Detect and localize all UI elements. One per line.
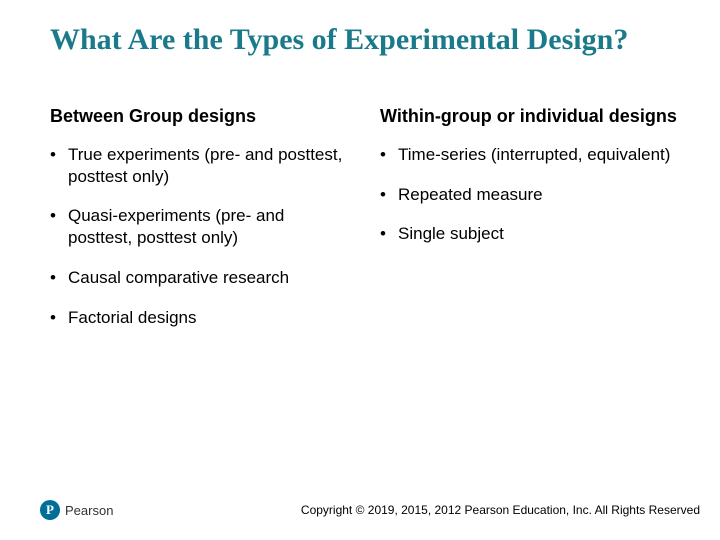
list-item: True experiments (pre- and posttest, pos…: [50, 144, 350, 188]
logo-text: Pearson: [65, 503, 113, 518]
left-heading: Between Group designs: [50, 105, 350, 128]
list-item: Single subject: [380, 223, 680, 245]
logo-mark-icon: P: [40, 500, 60, 520]
content-columns: Between Group designs True experiments (…: [50, 105, 680, 346]
pearson-logo: P Pearson: [40, 500, 113, 520]
left-column: Between Group designs True experiments (…: [50, 105, 350, 346]
list-item: Repeated measure: [380, 184, 680, 206]
right-column: Within-group or individual designs Time-…: [380, 105, 680, 346]
left-bullets: True experiments (pre- and posttest, pos…: [50, 144, 350, 329]
right-heading: Within-group or individual designs: [380, 105, 680, 128]
slide: What Are the Types of Experimental Desig…: [0, 0, 720, 540]
list-item: Time-series (interrupted, equivalent): [380, 144, 680, 166]
page-title: What Are the Types of Experimental Desig…: [50, 22, 680, 57]
list-item: Quasi-experiments (pre- and posttest, po…: [50, 205, 350, 249]
list-item: Factorial designs: [50, 307, 350, 329]
copyright-text: Copyright © 2019, 2015, 2012 Pearson Edu…: [301, 503, 700, 517]
footer: P Pearson Copyright © 2019, 2015, 2012 P…: [0, 500, 720, 520]
list-item: Causal comparative research: [50, 267, 350, 289]
right-bullets: Time-series (interrupted, equivalent) Re…: [380, 144, 680, 245]
